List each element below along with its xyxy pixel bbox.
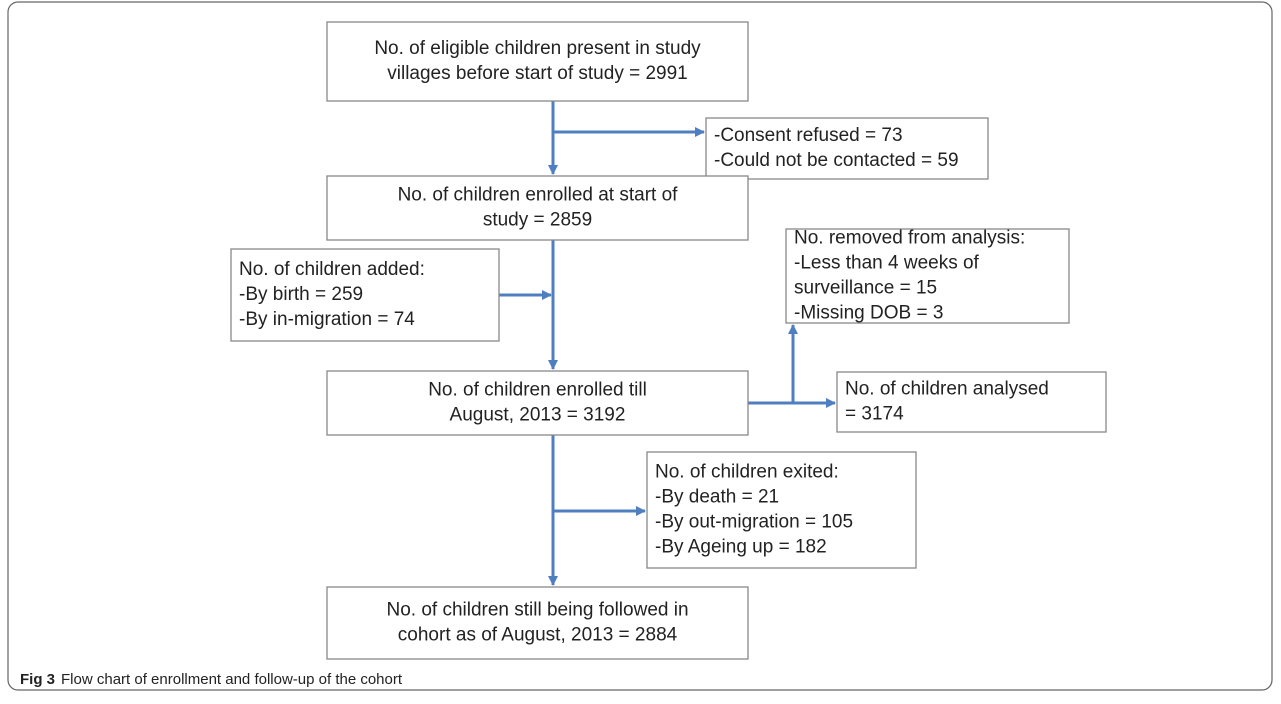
box-text: -By Ageing up = 182 <box>655 537 827 558</box>
flow-box <box>326 370 749 436</box>
figure-frame <box>7 1 1273 691</box>
box-text: -Could not be contacted = 59 <box>714 150 959 171</box>
flow-box <box>705 117 989 180</box>
box-text: -By out-migration = 105 <box>655 512 853 533</box>
box-text: -Missing DOB = 3 <box>794 303 943 324</box>
flow-box <box>326 586 749 660</box>
box-text: No. of children added: <box>239 259 425 280</box>
box-text: -Consent refused = 73 <box>714 125 903 146</box>
box-text: study = 2859 <box>483 210 592 231</box>
box-text: -By in-migration = 74 <box>239 309 415 330</box>
box-text: No. of children still being followed in <box>386 600 688 621</box>
flow-box <box>326 21 749 102</box>
box-text: No. of children analysed <box>845 379 1049 400</box>
box-text: surveillance = 15 <box>794 278 937 299</box>
flow-box <box>646 451 917 569</box>
caption-label: Fig 3 <box>20 671 55 688</box>
box-text: cohort as of August, 2013 = 2884 <box>398 625 678 646</box>
caption-text: Flow chart of enrollment and follow-up o… <box>61 671 403 688</box>
box-text: No. of children enrolled at start of <box>398 185 679 206</box>
box-text: No. of eligible children present in stud… <box>374 38 701 59</box>
flow-box <box>785 228 1070 324</box>
box-text: No. of children enrolled till <box>428 380 647 401</box>
box-text: No. of children exited: <box>655 462 839 483</box>
box-text: -By death = 21 <box>655 487 779 508</box>
box-text: August, 2013 = 3192 <box>450 405 626 426</box>
arrows <box>499 101 836 586</box>
flow-box <box>326 175 749 241</box>
box-text: = 3174 <box>845 404 904 425</box>
box-text: -Less than 4 weeks of <box>794 253 980 274</box>
box-text: villages before start of study = 2991 <box>387 63 687 84</box>
box-text: No. removed from analysis: <box>794 228 1025 249</box>
caption: Fig 3 Flow chart of enrollment and follow… <box>20 671 403 688</box>
flow-box <box>836 371 1107 433</box>
box-text: -By birth = 259 <box>239 284 363 305</box>
flow-box <box>230 248 500 342</box>
